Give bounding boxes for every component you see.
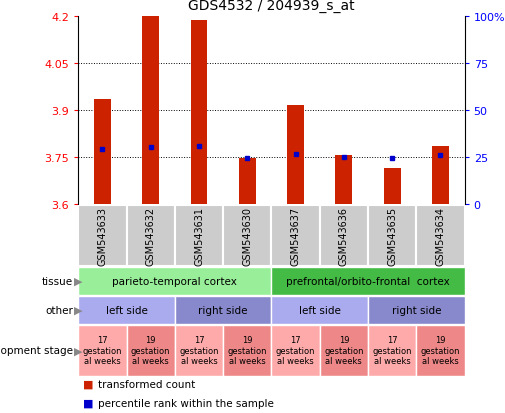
- Text: ▶: ▶: [74, 346, 83, 356]
- Text: 19
gestation
al weeks: 19 gestation al weeks: [228, 336, 267, 365]
- Text: tissue: tissue: [42, 276, 73, 286]
- Text: GSM543632: GSM543632: [146, 206, 156, 265]
- Text: 19
gestation
al weeks: 19 gestation al weeks: [324, 336, 364, 365]
- Text: prefrontal/orbito-frontal  cortex: prefrontal/orbito-frontal cortex: [286, 276, 450, 286]
- Bar: [223, 205, 272, 266]
- Title: GDS4532 / 204939_s_at: GDS4532 / 204939_s_at: [188, 0, 355, 13]
- Bar: [384, 169, 400, 204]
- Bar: [142, 17, 159, 204]
- Text: GSM543631: GSM543631: [194, 206, 204, 265]
- Text: left side: left side: [299, 305, 341, 315]
- Text: GSM543630: GSM543630: [242, 206, 252, 265]
- Text: GSM543637: GSM543637: [290, 206, 300, 265]
- Bar: [416, 325, 465, 376]
- Text: right side: right side: [391, 305, 441, 315]
- Text: ▶: ▶: [74, 305, 83, 315]
- Bar: [320, 325, 368, 376]
- Bar: [335, 156, 352, 204]
- Bar: [272, 325, 320, 376]
- Text: left side: left side: [106, 305, 147, 315]
- Text: 17
gestation
al weeks: 17 gestation al weeks: [372, 336, 412, 365]
- Bar: [272, 267, 465, 295]
- Text: 17
gestation
al weeks: 17 gestation al weeks: [83, 336, 122, 365]
- Bar: [78, 205, 127, 266]
- Text: percentile rank within the sample: percentile rank within the sample: [98, 398, 274, 408]
- Text: parieto-temporal cortex: parieto-temporal cortex: [113, 276, 237, 286]
- Text: GSM543634: GSM543634: [435, 206, 445, 265]
- Text: 17
gestation
al weeks: 17 gestation al weeks: [179, 336, 219, 365]
- Bar: [78, 296, 175, 324]
- Bar: [320, 205, 368, 266]
- Bar: [368, 296, 465, 324]
- Text: 17
gestation
al weeks: 17 gestation al weeks: [276, 336, 315, 365]
- Bar: [78, 325, 127, 376]
- Bar: [223, 325, 272, 376]
- Text: ■: ■: [83, 379, 94, 389]
- Bar: [368, 325, 416, 376]
- Text: other: other: [45, 305, 73, 315]
- Text: right side: right side: [198, 305, 248, 315]
- Bar: [416, 205, 465, 266]
- Text: ■: ■: [83, 398, 94, 408]
- Text: GSM543636: GSM543636: [339, 206, 349, 265]
- Bar: [127, 205, 175, 266]
- Text: ▶: ▶: [74, 276, 83, 286]
- Text: 19
gestation
al weeks: 19 gestation al weeks: [131, 336, 171, 365]
- Bar: [175, 205, 223, 266]
- Bar: [287, 106, 304, 204]
- Bar: [175, 296, 272, 324]
- Bar: [432, 147, 449, 204]
- Bar: [127, 325, 175, 376]
- Bar: [175, 325, 223, 376]
- Text: transformed count: transformed count: [98, 379, 196, 389]
- Text: GSM543633: GSM543633: [97, 206, 108, 265]
- Bar: [78, 267, 272, 295]
- Text: GSM543635: GSM543635: [387, 206, 397, 265]
- Bar: [368, 205, 416, 266]
- Bar: [190, 21, 208, 204]
- Bar: [272, 296, 368, 324]
- Bar: [94, 100, 111, 204]
- Text: 19
gestation
al weeks: 19 gestation al weeks: [421, 336, 460, 365]
- Bar: [272, 205, 320, 266]
- Bar: [239, 159, 256, 204]
- Text: development stage: development stage: [0, 346, 73, 356]
